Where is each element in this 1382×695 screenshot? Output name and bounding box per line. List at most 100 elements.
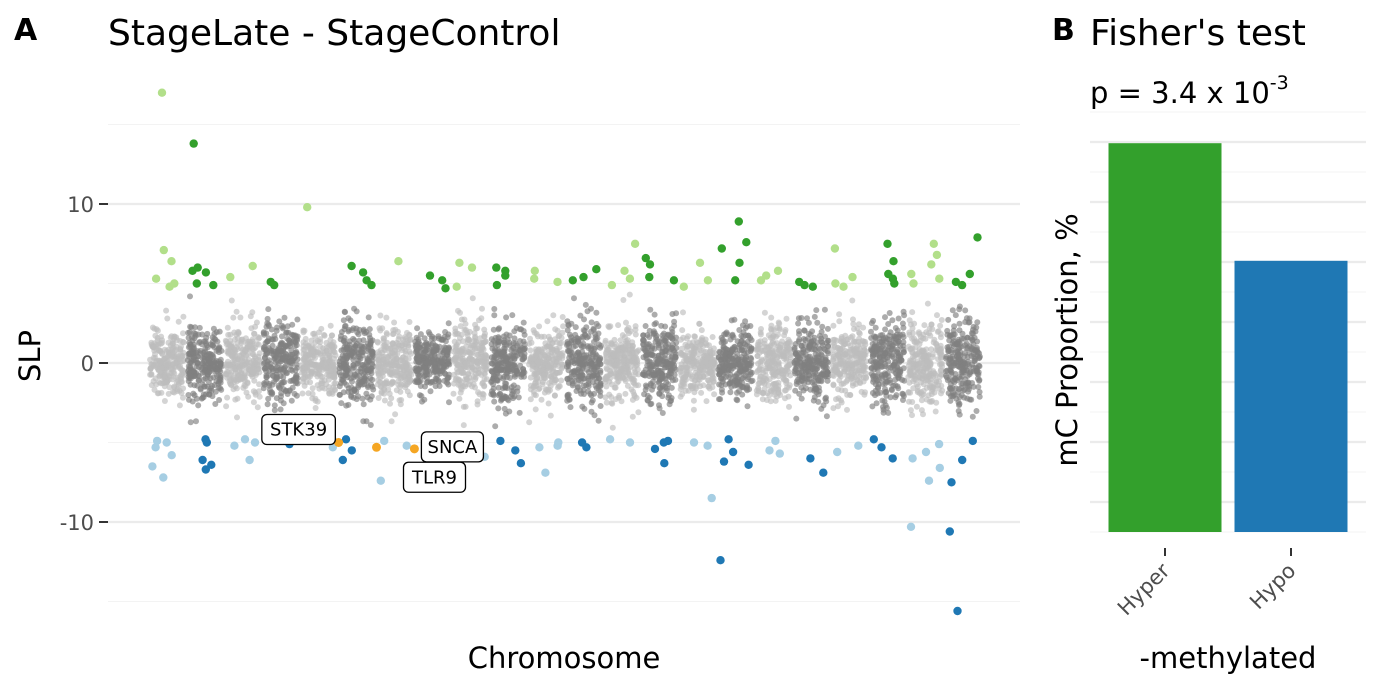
- background-point: [264, 320, 270, 326]
- background-point: [568, 404, 574, 410]
- background-point: [363, 362, 369, 368]
- background-point: [281, 357, 287, 363]
- background-point: [575, 350, 581, 356]
- background-point: [506, 409, 512, 415]
- background-point: [379, 350, 385, 356]
- background-point: [697, 367, 703, 373]
- background-point: [437, 383, 443, 389]
- background-point: [433, 376, 439, 382]
- background-point: [586, 362, 592, 368]
- background-point: [187, 344, 193, 350]
- background-point: [852, 346, 858, 352]
- background-point: [304, 365, 310, 371]
- background-point: [330, 373, 336, 379]
- background-point: [423, 340, 429, 346]
- background-point: [844, 407, 850, 413]
- background-point: [727, 389, 733, 395]
- background-point: [164, 316, 170, 322]
- background-point: [218, 348, 224, 354]
- background-point: [213, 389, 219, 395]
- background-point: [162, 398, 168, 404]
- background-point: [615, 322, 621, 328]
- background-point: [503, 314, 509, 320]
- background-point: [166, 340, 172, 346]
- background-point: [475, 389, 481, 395]
- background-point: [876, 377, 882, 383]
- background-point: [364, 418, 370, 424]
- background-point: [418, 383, 424, 389]
- background-point: [776, 320, 782, 326]
- background-point: [811, 346, 817, 352]
- background-point: [643, 323, 649, 329]
- background-point: [155, 366, 161, 372]
- background-point: [625, 383, 631, 389]
- background-point: [379, 325, 385, 331]
- background-point: [470, 358, 476, 364]
- background-point: [392, 411, 398, 417]
- background-point: [177, 359, 183, 365]
- background-point: [746, 362, 752, 368]
- background-point: [343, 403, 349, 409]
- chromosome-band-15: [678, 309, 718, 412]
- background-point: [818, 406, 824, 412]
- background-point: [493, 352, 499, 358]
- background-point: [151, 344, 157, 350]
- background-point: [536, 323, 542, 329]
- background-point: [235, 371, 241, 377]
- background-point: [327, 353, 333, 359]
- background-point: [282, 343, 288, 349]
- background-point: [494, 378, 500, 384]
- background-point: [415, 371, 421, 377]
- background-point: [783, 378, 789, 384]
- background-point: [921, 322, 927, 328]
- background-point: [589, 319, 595, 325]
- background-point: [147, 357, 153, 363]
- background-point: [283, 388, 289, 394]
- background-point: [690, 361, 696, 367]
- panel-a-points: [147, 89, 983, 616]
- background-point: [171, 371, 177, 377]
- background-point: [595, 323, 601, 329]
- background-point: [379, 389, 385, 395]
- background-point: [701, 373, 707, 379]
- background-point: [703, 359, 709, 365]
- background-point: [557, 383, 563, 389]
- background-point: [547, 336, 553, 342]
- background-point: [377, 313, 383, 319]
- background-point: [249, 346, 255, 352]
- background-point: [850, 333, 856, 339]
- background-point: [446, 399, 452, 405]
- background-point: [779, 338, 785, 344]
- background-point: [230, 375, 236, 381]
- background-point: [345, 315, 351, 321]
- background-point: [768, 315, 774, 321]
- background-point: [153, 375, 159, 381]
- background-point: [390, 350, 396, 356]
- background-point: [691, 333, 697, 339]
- background-point: [607, 323, 613, 329]
- background-point: [909, 412, 915, 418]
- background-point: [592, 412, 598, 418]
- background-point: [691, 407, 697, 413]
- background-point: [289, 322, 295, 328]
- background-point: [394, 387, 400, 393]
- background-point: [804, 315, 810, 321]
- background-point: [622, 346, 628, 352]
- background-point: [507, 333, 513, 339]
- background-point: [560, 323, 566, 329]
- background-point: [796, 370, 802, 376]
- chromosome-band-1: [147, 308, 187, 409]
- background-point: [395, 341, 401, 347]
- background-point: [773, 398, 779, 404]
- background-point: [672, 354, 678, 360]
- background-point: [415, 357, 421, 363]
- background-point: [234, 385, 240, 391]
- background-point: [389, 381, 395, 387]
- background-point: [680, 309, 686, 315]
- background-point: [269, 382, 275, 388]
- background-point: [764, 377, 770, 383]
- background-point: [156, 348, 162, 354]
- background-point: [895, 347, 901, 353]
- background-point: [730, 358, 736, 364]
- background-point: [552, 393, 558, 399]
